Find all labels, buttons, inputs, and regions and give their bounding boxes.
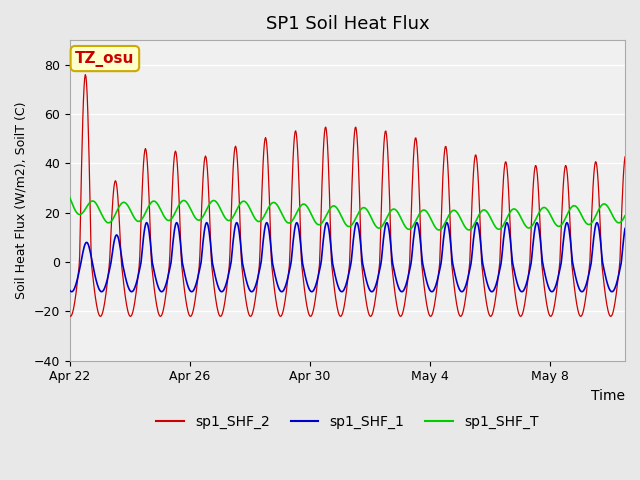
X-axis label: Time: Time — [591, 389, 625, 403]
Title: SP1 Soil Heat Flux: SP1 Soil Heat Flux — [266, 15, 429, 33]
Y-axis label: Soil Heat Flux (W/m2), SoilT (C): Soil Heat Flux (W/m2), SoilT (C) — [15, 102, 28, 299]
Text: TZ_osu: TZ_osu — [76, 50, 134, 67]
Legend: sp1_SHF_2, sp1_SHF_1, sp1_SHF_T: sp1_SHF_2, sp1_SHF_1, sp1_SHF_T — [150, 409, 544, 434]
